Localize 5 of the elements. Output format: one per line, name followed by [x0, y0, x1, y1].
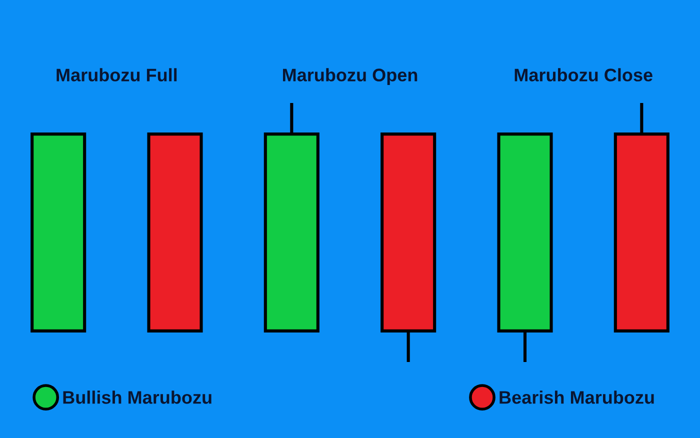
legend-label: Bullish Marubozu — [63, 390, 212, 404]
text: Marubozu Full — [56, 68, 177, 82]
text: Marubozu Close — [514, 68, 652, 82]
legend-label: Bearish Marubozu — [500, 390, 654, 404]
text: Marubozu Open — [283, 68, 418, 85]
